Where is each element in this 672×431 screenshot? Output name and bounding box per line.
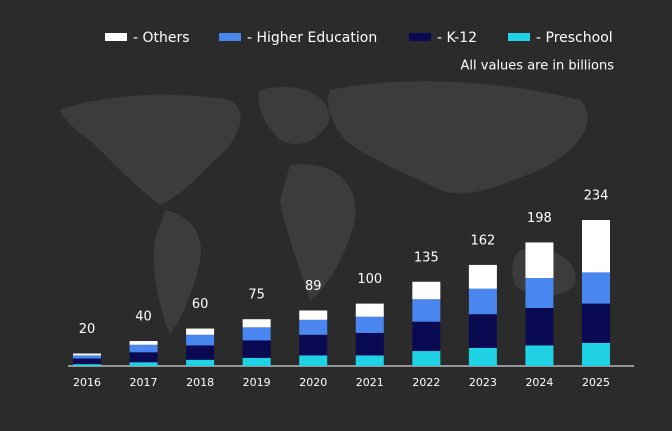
bar-segment [129, 352, 158, 363]
bar-segment [129, 362, 158, 366]
legend-swatch [508, 33, 530, 41]
x-tick-label: 2018 [186, 376, 214, 389]
total-label: 234 [584, 189, 609, 204]
bar-segment [73, 358, 101, 365]
bar-segment [186, 359, 215, 366]
x-tick-label: 2016 [73, 376, 101, 389]
bar-segment [525, 307, 554, 346]
total-label: 20 [79, 322, 96, 337]
legend-swatch [409, 33, 431, 41]
bar-segment [468, 264, 497, 289]
bar-segment [242, 357, 271, 366]
bar-segment [299, 334, 328, 356]
legend-label: - K-12 [437, 30, 477, 46]
bar-segment [299, 355, 328, 366]
bar-segment [299, 310, 328, 320]
total-label: 75 [248, 288, 265, 303]
bar-segment [186, 328, 215, 335]
x-tick-label: 2019 [243, 376, 271, 389]
x-tick-label: 2022 [412, 376, 440, 389]
bar-segment [186, 334, 215, 346]
bar-segment [242, 319, 271, 328]
bar-segment [582, 342, 610, 366]
bar-segment [468, 288, 497, 315]
legend-label: - Others [133, 30, 190, 46]
bar-segment [242, 340, 271, 358]
total-label: 40 [135, 310, 152, 325]
bar-segment [73, 364, 101, 366]
world-map [60, 81, 588, 335]
bar-segment [582, 272, 610, 304]
total-label: 89 [305, 279, 322, 294]
bar-segment [582, 303, 610, 343]
legend-label: - Preschool [536, 30, 613, 46]
bar-segment [468, 314, 497, 348]
bar-segment [355, 355, 384, 366]
x-tick-label: 2021 [356, 376, 384, 389]
total-label: 198 [527, 211, 552, 226]
bar-segment [73, 353, 101, 356]
bar-segment [129, 341, 158, 345]
total-label: 60 [192, 297, 209, 312]
bar-segment [355, 316, 384, 333]
bar-segment [582, 220, 610, 273]
bar-segment [412, 281, 441, 300]
bar-segment [525, 278, 554, 308]
x-tick-label: 2023 [469, 376, 497, 389]
subtitle: All values are in billions [461, 59, 615, 74]
x-tick-label: 2017 [130, 376, 158, 389]
bar-segment [73, 355, 101, 359]
bar-segment [355, 303, 384, 317]
bar-segment [468, 347, 497, 366]
legend-label: - Higher Education [247, 30, 377, 46]
legend-swatch [105, 33, 127, 41]
legend-swatch [219, 33, 241, 41]
total-label: 100 [357, 272, 382, 287]
x-tick-label: 2020 [299, 376, 327, 389]
bar-segment [186, 345, 215, 360]
total-label: 162 [470, 233, 495, 248]
total-label: 135 [414, 250, 439, 265]
x-tick-label: 2024 [525, 376, 553, 389]
bar-segment [412, 321, 441, 352]
bar-segment [525, 242, 554, 279]
bar-segment [525, 345, 554, 366]
bar-segment [412, 351, 441, 366]
bar-segment [299, 319, 328, 335]
bar-segment [242, 327, 271, 341]
x-tick-label: 2025 [582, 376, 610, 389]
bar-segment [355, 332, 384, 356]
bar-segment [129, 344, 158, 353]
bar-segment [412, 299, 441, 322]
